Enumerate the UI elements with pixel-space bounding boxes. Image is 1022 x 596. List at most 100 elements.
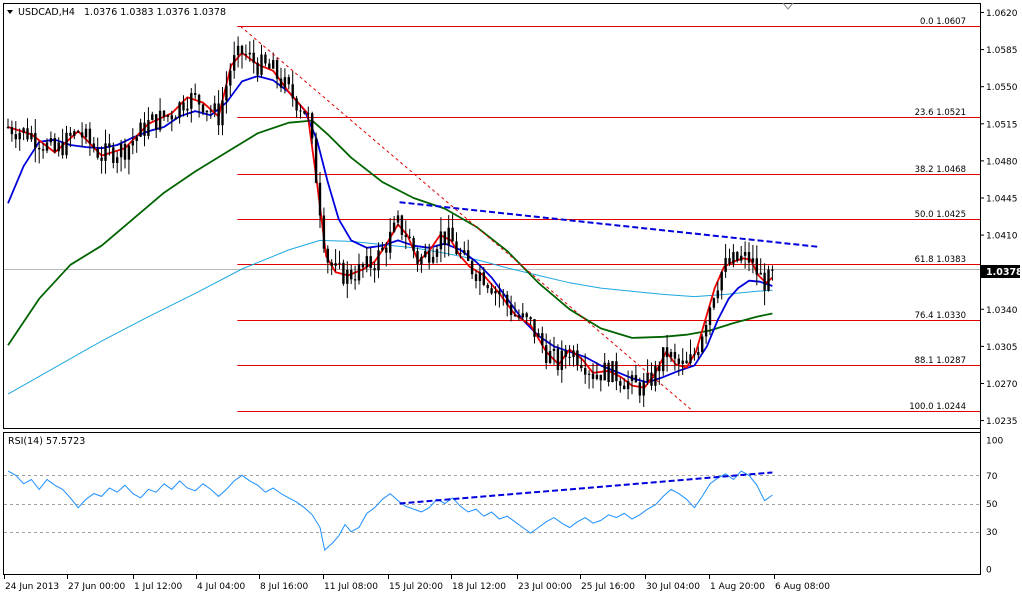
candle-body (213, 103, 216, 111)
time-tick-label: 11 Jul 08:00 (324, 582, 378, 592)
candle-body (607, 362, 610, 382)
ema-mid-line (7, 75, 773, 384)
chart-shift-marker-icon[interactable] (782, 2, 794, 10)
candle-body (279, 78, 283, 88)
candle-body (576, 350, 579, 366)
symbol-menu-arrow-icon[interactable] (7, 10, 13, 14)
candle-body (755, 258, 758, 275)
candle-body (381, 247, 384, 251)
rsi-indicator: 100 70 50 30 0 (4, 437, 1003, 576)
candle-body (615, 361, 618, 382)
candle-body (256, 62, 259, 75)
candle-body (252, 52, 255, 63)
fib-level-label: 100.0 1.0244 (909, 402, 966, 412)
candle-body (568, 356, 571, 358)
candle-body (470, 260, 474, 275)
candle-body (30, 132, 33, 140)
candle-body (451, 227, 454, 242)
candle-body (385, 247, 388, 253)
candle-body (119, 143, 123, 158)
candle-body (506, 294, 509, 305)
price-tick-label: 1.0585 (986, 46, 1018, 56)
price-tick-label: 1.0515 (986, 120, 1018, 130)
time-tick-label: 15 Jul 20:00 (389, 582, 443, 592)
candle-body (626, 381, 630, 390)
candle-body (564, 350, 567, 357)
candle-body (502, 294, 505, 296)
fib-level-label: 38.2 1.0468 (915, 165, 966, 175)
candle-body (6, 126, 10, 128)
trendlines (240, 25, 818, 412)
candle-body (728, 258, 731, 264)
candle-body (517, 315, 521, 318)
candle-body (486, 284, 489, 289)
candle-body (623, 385, 626, 390)
time-tick-label: 8 Jul 16:00 (260, 582, 309, 592)
candle-body (295, 98, 298, 111)
candle-body (287, 77, 290, 85)
candle-body (314, 138, 318, 183)
ohlc-label: 1.0376 1.0383 1.0376 1.0378 (84, 7, 226, 18)
candle-body (697, 351, 700, 356)
candle-body (482, 272, 485, 285)
candle-body (61, 142, 64, 156)
rsi-trendline (399, 471, 773, 505)
candle-body (732, 252, 735, 264)
rsi-tick-label: 70 (986, 472, 998, 482)
candle-body (26, 128, 29, 140)
time-tick-label: 18 Jul 12:00 (452, 582, 506, 592)
candle-body (392, 222, 396, 232)
candle-body (361, 264, 365, 268)
candle-body (498, 290, 501, 295)
candle-body (467, 250, 470, 261)
candle-body (158, 110, 162, 130)
candle-body (108, 143, 111, 148)
candle-body (431, 256, 435, 263)
candle-body (194, 93, 197, 95)
candle-body (330, 262, 333, 266)
price-tick-label: 1.0270 (986, 380, 1018, 390)
candle-body (275, 60, 279, 79)
candle-body (537, 333, 540, 337)
candle-body (490, 288, 493, 294)
candle-body (116, 157, 119, 163)
candle-body (716, 290, 719, 299)
candle-body (658, 365, 661, 372)
candle-body (556, 348, 560, 370)
candle-body (646, 372, 649, 382)
fibonacci-retracement: 0.0 1.0607 23.6 1.0521 38.2 1.0468 50.0 1.0… (4, 17, 980, 412)
candle-body (584, 368, 587, 375)
candle-body (603, 362, 606, 381)
candle-body (147, 120, 150, 136)
candle-body (751, 258, 755, 263)
candlesticks (6, 36, 774, 407)
candle-body (197, 94, 201, 105)
candle-body (459, 253, 462, 255)
candle-body (389, 231, 392, 253)
candle-body (513, 314, 517, 316)
candle-body (143, 122, 146, 136)
candle-body (455, 241, 458, 255)
candle-body (552, 348, 556, 351)
time-tick-label: 23 Jul 00:00 (518, 582, 572, 592)
candle-body (283, 77, 287, 88)
rsi-tick-label: 50 (986, 500, 998, 510)
time-tick-label: 4 Jul 04:00 (197, 582, 246, 592)
candle-body (264, 54, 267, 64)
time-tick-label: 1 Aug 20:00 (710, 582, 765, 592)
candle-body (424, 251, 427, 257)
candle-body (350, 269, 353, 280)
candle-body (740, 255, 743, 261)
candle-body (673, 351, 677, 359)
candle-body (689, 354, 692, 364)
fib-level-label: 50.0 1.0425 (915, 210, 966, 220)
candle-body (541, 333, 544, 346)
current-price-tag (981, 265, 1020, 278)
candle-body (151, 114, 154, 121)
candle-body (311, 113, 314, 139)
candle-body (665, 347, 669, 358)
candle-body (572, 350, 575, 358)
candle-body (174, 117, 177, 120)
candle-body (170, 115, 173, 120)
